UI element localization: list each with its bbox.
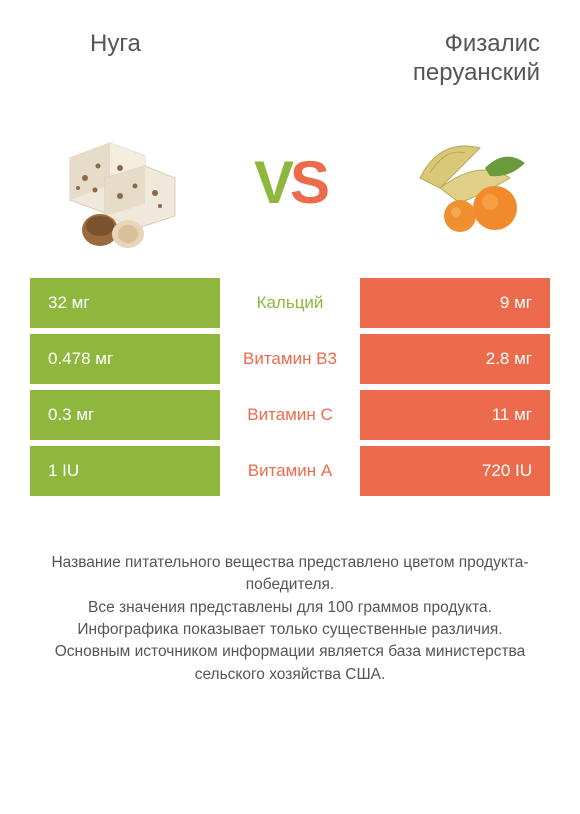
header: Нуга Физалис перуанский [0, 0, 580, 98]
cell-left: 32 мг [30, 278, 220, 328]
table-row: 32 мгКальций9 мг [30, 278, 550, 328]
vs-label: VS [254, 148, 326, 217]
cell-mid: Кальций [220, 278, 360, 328]
cell-right: 11 мг [360, 390, 550, 440]
cell-left: 0.3 мг [30, 390, 220, 440]
nougat-icon [40, 118, 190, 248]
title-right: Физалис перуанский [315, 30, 540, 88]
cell-mid: Витамин A [220, 446, 360, 496]
footer-line: Основным источником информации является … [30, 641, 550, 686]
vs-row: VS [0, 98, 580, 278]
vs-v: V [254, 149, 290, 216]
table-row: 0.3 мгВитамин C11 мг [30, 390, 550, 440]
footer-line: Название питательного вещества представл… [30, 552, 550, 597]
nutrient-table: 32 мгКальций9 мг 0.478 мгВитамин B32.8 мг… [0, 278, 580, 496]
footer-line: Все значения представлены для 100 граммо… [30, 597, 550, 619]
cell-mid: Витамин C [220, 390, 360, 440]
cell-mid: Витамин B3 [220, 334, 360, 384]
footer-notes: Название питательного вещества представл… [0, 502, 580, 687]
table-row: 1 IUВитамин A720 IU [30, 446, 550, 496]
vs-s: S [290, 149, 326, 216]
table-row: 0.478 мгВитамин B32.8 мг [30, 334, 550, 384]
cell-right: 9 мг [360, 278, 550, 328]
cell-right: 720 IU [360, 446, 550, 496]
cell-left: 0.478 мг [30, 334, 220, 384]
footer-line: Инфографика показывает только существенн… [30, 619, 550, 641]
cell-left: 1 IU [30, 446, 220, 496]
title-left: Нуга [40, 30, 315, 88]
physalis-icon [390, 118, 540, 248]
cell-right: 2.8 мг [360, 334, 550, 384]
